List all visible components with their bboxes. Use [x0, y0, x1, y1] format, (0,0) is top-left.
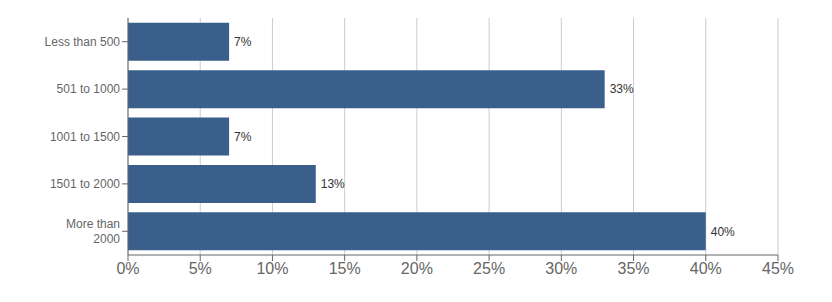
svg-text:501 to 1000: 501 to 1000: [57, 82, 121, 96]
svg-text:25%: 25%: [473, 260, 505, 277]
svg-text:0%: 0%: [116, 260, 139, 277]
svg-text:Less than 500: Less than 500: [45, 35, 121, 49]
svg-text:45%: 45%: [762, 260, 794, 277]
svg-text:5%: 5%: [189, 260, 212, 277]
svg-text:30%: 30%: [545, 260, 577, 277]
svg-text:40%: 40%: [690, 260, 722, 277]
svg-text:10%: 10%: [256, 260, 288, 277]
svg-text:7%: 7%: [234, 130, 252, 144]
svg-text:1501 to 2000: 1501 to 2000: [50, 177, 120, 191]
svg-text:40%: 40%: [711, 225, 735, 239]
svg-text:35%: 35%: [618, 260, 650, 277]
svg-text:33%: 33%: [610, 82, 634, 96]
svg-text:13%: 13%: [321, 177, 345, 191]
svg-text:20%: 20%: [401, 260, 433, 277]
svg-text:1001 to 1500: 1001 to 1500: [50, 130, 120, 144]
svg-text:15%: 15%: [329, 260, 361, 277]
svg-text:More than2000: More than2000: [66, 217, 120, 245]
svg-text:7%: 7%: [234, 35, 252, 49]
